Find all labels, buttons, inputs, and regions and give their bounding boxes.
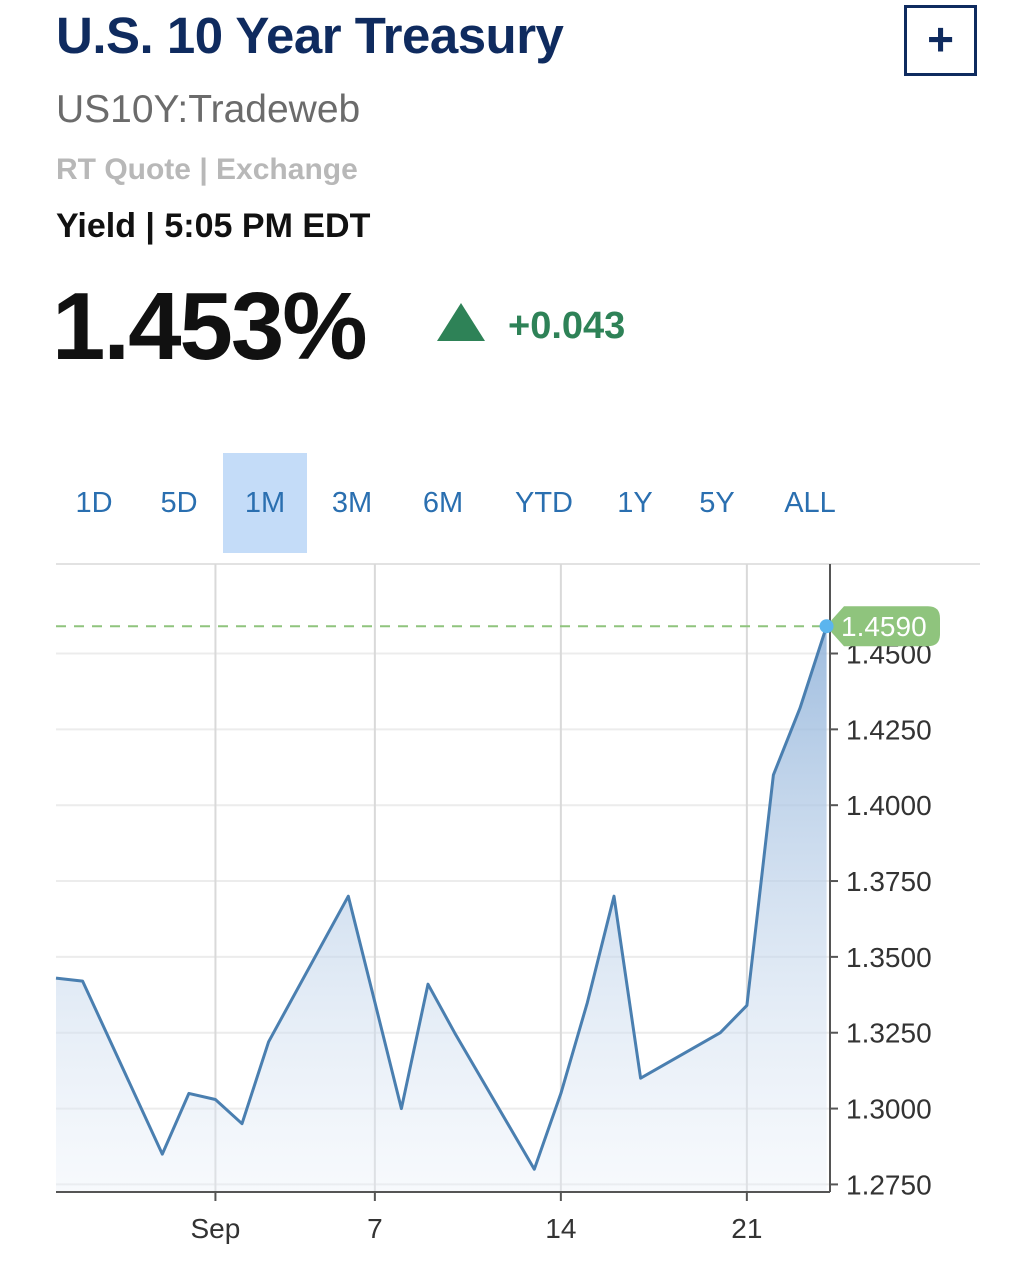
x-tick-label: 21: [731, 1213, 762, 1244]
last-price: 1.453%: [52, 273, 368, 380]
y-tick-label: 1.2750: [846, 1169, 932, 1200]
triangle-up-icon: [437, 303, 485, 341]
range-tab-1m[interactable]: 1M: [223, 453, 307, 553]
y-tick-label: 1.3250: [846, 1018, 932, 1049]
quote-type-label: RT Quote | Exchange: [56, 153, 358, 186]
range-tab-5y[interactable]: 5Y: [699, 486, 735, 519]
symbol-label: US10Y:Tradeweb: [56, 88, 361, 131]
current-value-badge: [826, 606, 940, 647]
range-tab-1d[interactable]: 1D: [75, 486, 113, 519]
current-value-dot: [819, 619, 834, 634]
x-tick-label: 7: [367, 1213, 383, 1244]
current-value-marker: 1.4590: [56, 606, 940, 647]
yield-chart: 1.2750 1.3000 1.3250 1.3500 1.3750 1.4000 1.42…: [55, 563, 980, 1244]
page-title: U.S. 10 Year Treasury: [56, 7, 564, 64]
current-value-label: 1.4590: [841, 611, 927, 642]
y-tick-label: 1.3000: [846, 1094, 932, 1125]
yield-timestamp: Yield | 5:05 PM EDT: [56, 207, 371, 245]
add-to-watchlist-button[interactable]: +: [904, 5, 977, 76]
series-area-fill: [56, 626, 827, 1192]
range-tabs: 1D 5D 1M 3M 6M YTD 1Y 5Y ALL: [52, 453, 852, 553]
range-tab-3m[interactable]: 3M: [331, 486, 373, 519]
price-change: +0.043: [508, 305, 626, 347]
range-tab-ytd[interactable]: YTD: [515, 486, 573, 519]
plus-icon: +: [927, 12, 954, 65]
chart-area: [55, 625, 829, 1192]
series-line: [55, 625, 829, 1171]
range-tab-5d[interactable]: 5D: [160, 486, 198, 519]
y-tick-label: 1.4000: [846, 790, 932, 821]
y-tick-label: 1.4250: [846, 714, 932, 745]
range-tab-1y[interactable]: 1Y: [617, 486, 653, 519]
y-tick-label: 1.3750: [846, 866, 932, 897]
x-tick-label: 14: [545, 1213, 576, 1244]
x-tick-label: Sep: [191, 1213, 241, 1244]
range-tab-all[interactable]: ALL: [784, 486, 836, 519]
y-tick-label: 1.3500: [846, 942, 932, 973]
range-tab-6m[interactable]: 6M: [422, 486, 464, 519]
